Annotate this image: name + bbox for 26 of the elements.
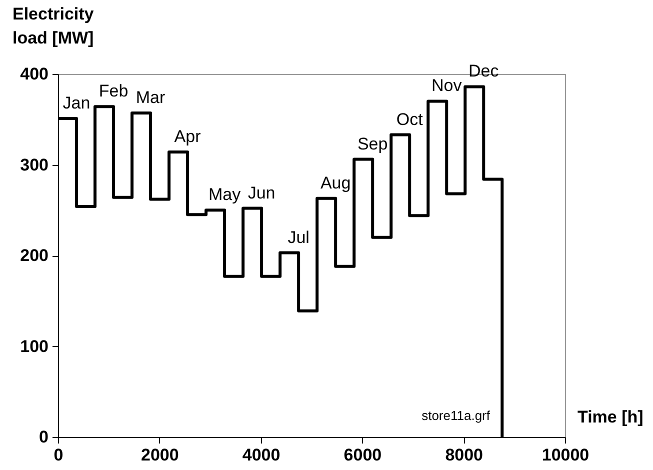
- y-tick-label: 0: [39, 428, 48, 446]
- annotation: Sep: [357, 134, 388, 154]
- y-tick-label: 200: [20, 246, 48, 265]
- x-tick-label: 10000: [542, 446, 590, 464]
- x-tick-label: 4000: [242, 446, 280, 464]
- annotation: Jan: [62, 93, 90, 112]
- x-tick-label: 2000: [140, 446, 179, 464]
- y-tick-label: 100: [20, 336, 48, 356]
- x-tick-label: 0: [54, 446, 64, 464]
- annotation: Jul: [288, 228, 310, 247]
- y-axis-title: Electricity load [MW]: [12, 4, 94, 48]
- y-tick-label: 300: [20, 155, 48, 174]
- annotation: Mar: [136, 88, 166, 108]
- annotation: Jun: [248, 183, 276, 202]
- annotation: Dec: [468, 62, 500, 81]
- annotation: Aug: [320, 173, 351, 192]
- x-axis-title: Time [h]: [578, 408, 644, 426]
- x-tick-label: 6000: [344, 446, 382, 464]
- annotation: Apr: [174, 127, 202, 146]
- annotation: store11a.grf: [422, 408, 490, 423]
- annotation: Nov: [432, 76, 462, 96]
- x-tick-label: 8000: [445, 446, 484, 464]
- y-tick-label: 400: [20, 64, 48, 84]
- annotation: Oct: [396, 110, 424, 129]
- annotation: Feb: [98, 82, 128, 101]
- annotation: May: [208, 185, 242, 204]
